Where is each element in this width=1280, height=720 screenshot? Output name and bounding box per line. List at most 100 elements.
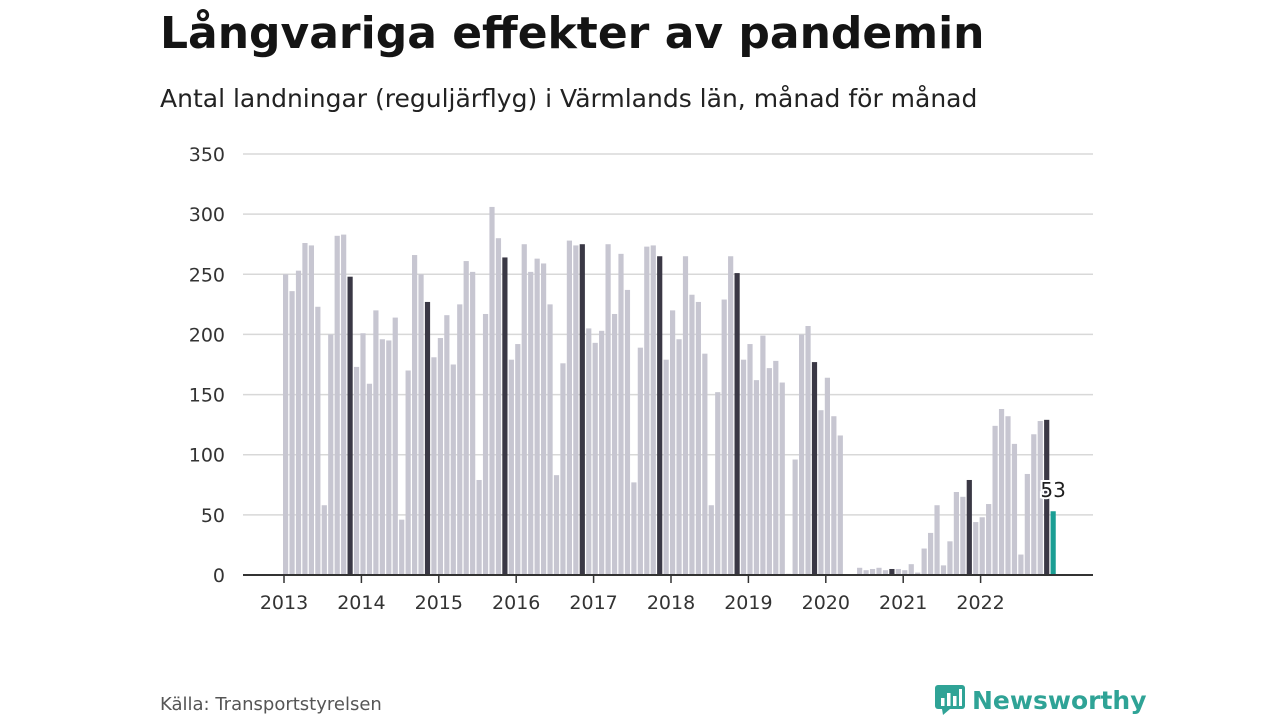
latest-value-label: 53: [1040, 478, 1065, 502]
y-tick-label: 250: [189, 264, 225, 286]
bar: [805, 326, 811, 575]
bar: [405, 370, 411, 575]
bar: [457, 304, 463, 575]
bar: [857, 567, 863, 575]
chart-title: Långvariga effekter av pandemin: [160, 8, 985, 59]
bar: [934, 505, 940, 575]
bar: [657, 256, 663, 575]
x-tick-label: 2015: [415, 592, 463, 614]
bar: [921, 548, 927, 575]
bar: [418, 274, 424, 575]
bar: [315, 306, 321, 575]
bar: [573, 245, 579, 575]
bar: [676, 339, 682, 575]
bar: [973, 522, 979, 575]
bar: [605, 244, 611, 575]
brand-logo: Newsworthy: [934, 684, 1147, 716]
bar: [618, 253, 624, 575]
bar: [553, 475, 560, 575]
y-tick-label: 350: [189, 144, 225, 166]
newsworthy-logo-icon: [935, 685, 965, 715]
bar: [747, 344, 753, 575]
bar: [689, 294, 695, 575]
bar: [818, 410, 824, 575]
bar-chart: 0 50 100 150 200 250 300 350 2013 2014 2015 2016 201…: [189, 144, 1093, 614]
bar: [1024, 473, 1030, 575]
bar: [373, 310, 379, 575]
bar: [670, 310, 676, 575]
bar: [392, 317, 398, 575]
bar: [353, 366, 360, 575]
bar: [386, 340, 392, 575]
bar: [960, 496, 966, 575]
x-tick-label: 2017: [569, 592, 617, 614]
bar: [431, 357, 437, 575]
x-tick-label: 2018: [647, 592, 695, 614]
bar: [599, 330, 605, 575]
bar: [450, 364, 456, 575]
bar: [869, 568, 876, 575]
bar: [624, 289, 631, 575]
bar: [876, 567, 882, 575]
x-tick-label: 2021: [879, 592, 927, 614]
bar: [444, 315, 450, 575]
bar: [502, 257, 508, 575]
bar: [779, 382, 785, 575]
bar: [521, 244, 527, 575]
bar: [1031, 434, 1037, 575]
bar: [534, 258, 540, 575]
bar: [289, 291, 295, 575]
bar: [721, 299, 727, 575]
bar: [1050, 511, 1056, 575]
bar: [1011, 443, 1018, 575]
x-tick-label: 2022: [956, 592, 1004, 614]
bar: [799, 334, 805, 575]
bar: [302, 243, 308, 576]
bar: [541, 263, 547, 575]
bar: [347, 276, 353, 575]
bar: [753, 380, 760, 575]
bar: [760, 335, 766, 575]
x-tick-label: 2014: [337, 592, 385, 614]
bar: [831, 416, 837, 575]
bar: [334, 235, 340, 575]
brand-name: Newsworthy: [972, 685, 1147, 715]
y-tick-label: 150: [189, 385, 225, 407]
bar: [915, 572, 921, 575]
bar: [650, 245, 656, 575]
bar: [766, 368, 772, 575]
x-tick-label: 2013: [260, 592, 308, 614]
bar: [515, 344, 521, 575]
bar: [811, 362, 818, 575]
bar: [463, 261, 469, 575]
bar: [489, 206, 495, 575]
bar: [1018, 554, 1024, 575]
bar: [611, 313, 618, 575]
bar: [902, 570, 908, 575]
bar: [928, 532, 934, 575]
bar: [889, 568, 895, 575]
bar: [1005, 416, 1011, 575]
bar: [341, 234, 347, 575]
bar: [592, 342, 598, 575]
x-tick-label: 2019: [724, 592, 772, 614]
bar: [560, 363, 566, 575]
bar: [644, 246, 650, 575]
bar: [283, 274, 289, 575]
bar: [663, 359, 669, 575]
x-tick-label: 2016: [492, 592, 540, 614]
bar: [702, 353, 708, 575]
bar: [482, 313, 489, 575]
bar: [979, 517, 985, 575]
bar: [792, 459, 798, 575]
bar: [773, 360, 779, 575]
bar: [824, 377, 830, 575]
bar: [637, 347, 643, 575]
source-note: Källa: Transportstyrelsen: [160, 694, 382, 715]
bar: [566, 240, 572, 575]
bar: [1044, 419, 1050, 575]
bar: [308, 245, 314, 575]
bar: [360, 333, 366, 575]
bar: [908, 564, 914, 575]
bar: [547, 304, 553, 575]
